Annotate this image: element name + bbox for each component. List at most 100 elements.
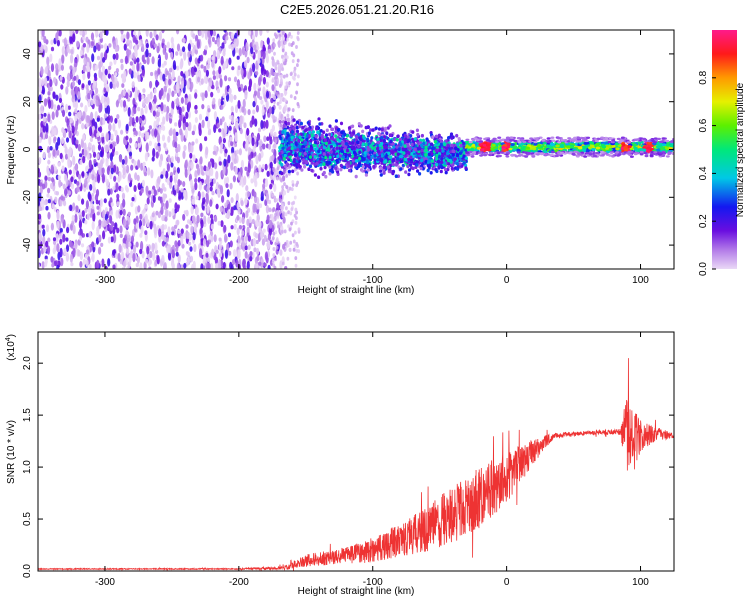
spectrogram-cell <box>276 176 279 181</box>
spectrogram-cell <box>58 233 62 239</box>
spectrogram-cell <box>59 228 63 233</box>
spectrogram-cell <box>127 173 132 182</box>
spectrogram-cell <box>347 161 351 165</box>
spectrogram-cell <box>134 90 138 101</box>
spectrogram-cell <box>258 164 262 173</box>
spectrogram-cell <box>201 92 205 102</box>
spectrogram-cell <box>253 90 258 97</box>
spectrogram-cell <box>82 133 86 141</box>
spectrogram-cell <box>47 187 51 194</box>
spectrogram-cell <box>433 140 437 144</box>
spectrogram-cell <box>166 245 170 254</box>
spectrogram-cell <box>176 167 180 174</box>
spectrogram-cell <box>289 94 293 99</box>
spectrogram-cell <box>55 94 59 101</box>
spectrogram-cell <box>255 104 259 113</box>
spectrogram-cell <box>204 45 208 51</box>
spectrogram-cell <box>201 171 205 176</box>
spectrogram-cell <box>194 182 198 191</box>
spectrogram-cell <box>133 107 137 115</box>
spectrogram-cell <box>212 150 216 155</box>
spectrogram-cell <box>285 162 289 166</box>
spectrogram-cell <box>66 226 70 234</box>
spectrogram-cell <box>39 186 43 195</box>
spectrogram-cell <box>220 105 224 110</box>
spectrogram-cell <box>248 135 252 142</box>
spectrogram-cell <box>273 195 276 200</box>
spectrogram-cell <box>40 66 44 76</box>
spectrogram-cell <box>173 189 177 196</box>
spectrogram-cell <box>384 145 388 149</box>
spectrogram-cell <box>288 227 292 232</box>
spectrogram-cell <box>203 165 207 172</box>
spectrogram-cell <box>293 153 297 157</box>
spectrogram-cell <box>109 143 113 149</box>
spectrogram-cell <box>293 69 296 74</box>
spectrogram-cell <box>152 148 156 158</box>
spectrogram-cell <box>284 266 288 269</box>
spectrogram-cell <box>359 124 363 128</box>
spectrogram-cell <box>328 140 332 145</box>
spectrogram-cell <box>50 39 54 45</box>
spectrogram-cell <box>244 90 248 100</box>
spectrogram-cell <box>356 140 360 144</box>
spectrogram-cell <box>153 189 157 197</box>
spectrogram-cell <box>49 53 53 63</box>
spectrogram-cell <box>380 161 384 165</box>
spectrogram-cell <box>59 152 63 160</box>
spectrogram-cell <box>185 224 189 229</box>
spectrogram-cell <box>292 239 296 244</box>
spectrogram-cell <box>233 94 237 100</box>
spectrogram-cell <box>155 210 159 216</box>
spectrogram-cell <box>180 70 184 77</box>
spectrogram-cell <box>252 109 256 115</box>
spectrogram-cell <box>218 74 222 79</box>
spectrogram-cell <box>180 97 184 104</box>
spectrogram-cell <box>257 127 262 133</box>
spectrogram-cell <box>62 183 66 190</box>
spectrogram-cell <box>185 70 189 78</box>
spectrogram-cell <box>387 151 391 156</box>
spectrogram-cell <box>61 165 65 172</box>
spectrogram-cell <box>100 242 104 247</box>
spectrogram-cell <box>285 240 289 244</box>
spectrogram-cell <box>328 161 332 165</box>
spectrogram-cell <box>282 243 286 250</box>
spectrogram-cell <box>144 204 148 209</box>
spectrogram-cell <box>171 231 175 236</box>
spectrogram-cell <box>211 56 215 61</box>
spectrogram-cell <box>283 140 288 145</box>
spectrogram-cell <box>43 199 47 206</box>
spectrogram-cell <box>252 237 256 247</box>
spectrogram-cell <box>103 101 108 109</box>
spectrogram-cell <box>194 178 198 183</box>
spectrogram-cell <box>200 212 204 218</box>
spectrogram-cell <box>138 39 142 47</box>
spectrogram-cell <box>108 43 112 48</box>
spectrogram-cell <box>176 262 180 269</box>
spectrogram-cell <box>189 152 193 159</box>
spectrogram-cell <box>230 93 234 103</box>
spectrogram-cell <box>174 171 179 180</box>
spectrogram-cell <box>178 106 182 116</box>
spectrogram-cell <box>88 159 92 169</box>
spectrogram-cell <box>310 168 314 173</box>
spectrogram-cell <box>198 113 203 121</box>
spectrogram-cell <box>171 208 175 216</box>
spectrogram-cell <box>120 129 124 135</box>
spectrogram-cell <box>108 122 112 132</box>
spectrogram-cell <box>268 207 272 213</box>
spectrogram-cell <box>106 86 110 92</box>
spectrogram-cell <box>76 185 80 193</box>
spectrogram-cell <box>84 178 88 186</box>
spectrogram-cell <box>82 155 86 164</box>
spectrogram-cell <box>91 53 95 63</box>
spectrogram-cell <box>164 208 169 219</box>
spectrogram-cell <box>141 250 145 259</box>
spectrogram-cell <box>137 182 141 190</box>
spectrogram-cell <box>328 124 332 128</box>
spectrogram-cell <box>328 168 332 173</box>
spectrogram-cell <box>43 98 48 107</box>
spectrogram-cell <box>60 84 64 90</box>
spectrogram-cell <box>416 132 420 137</box>
